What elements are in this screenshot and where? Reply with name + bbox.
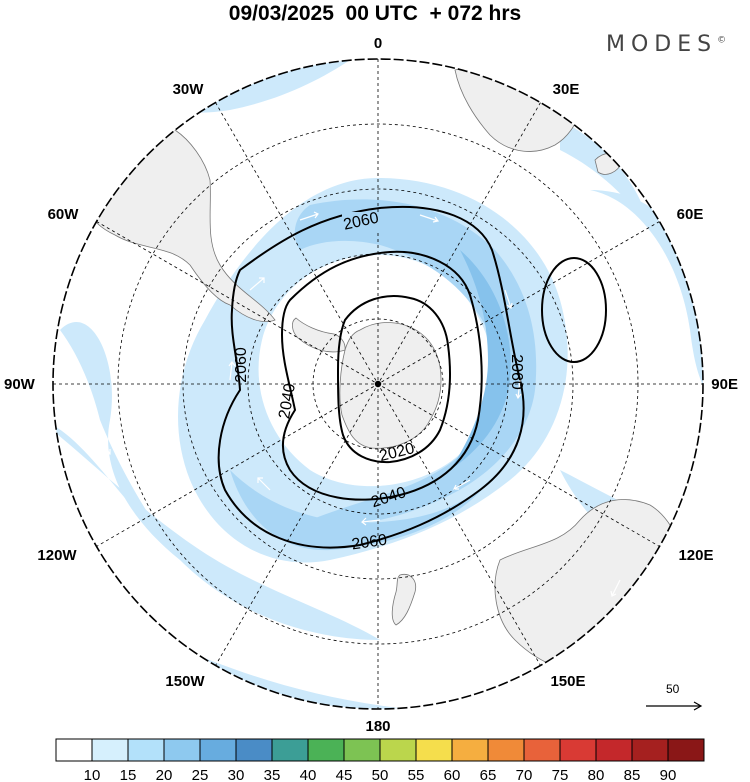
colorbar: 10 15 20 25 30 35 40 45 50 55 60 65 70 75 80 85 90 <box>55 738 705 782</box>
contour-2060 <box>217 205 525 549</box>
contour-closed-high <box>541 257 607 363</box>
colorbar-label: 10 <box>84 767 101 782</box>
lon-label-90w: 90W <box>4 376 36 393</box>
colorbar-labels: 10 15 20 25 30 35 40 45 50 55 60 65 70 75 80 85 90 <box>84 767 677 782</box>
colorbar-box <box>595 738 633 762</box>
colorbar-label: 30 <box>228 767 245 782</box>
colorbar-label: 65 <box>480 767 497 782</box>
logo-text: MODES <box>606 32 718 57</box>
colorbar-label: 20 <box>156 767 173 782</box>
copyright-mark: © <box>717 35 727 46</box>
new-zealand <box>391 573 417 626</box>
colorbar-label: 70 <box>516 767 533 782</box>
south-america <box>87 129 276 322</box>
colorbar-label: 40 <box>300 767 317 782</box>
colorbar-box <box>451 738 489 762</box>
map-title: 09/03/2025 00 UTC + 072 hrs <box>228 2 522 25</box>
wind-vectors <box>99 87 647 688</box>
colorbar-label: 55 <box>408 767 425 782</box>
colorbar-label: 15 <box>120 767 137 782</box>
lon-label-150w: 150W <box>165 673 205 690</box>
colorbar-box <box>307 738 345 762</box>
colorbar-label: 85 <box>624 767 641 782</box>
colorbar-boxes <box>55 738 705 762</box>
contour-label-2060-right: 2060 <box>508 354 525 390</box>
vector-scale-arrow <box>646 701 703 711</box>
map-boundary <box>52 58 704 710</box>
lon-label-120e: 120E <box>678 547 713 564</box>
colorbar-box <box>343 738 381 762</box>
contour-labels: 2060 2060 2060 2060 2040 2040 2020 <box>233 210 525 554</box>
colorbar-label: 25 <box>192 767 209 782</box>
colorbar-box <box>667 738 705 762</box>
contour-label-2060-left: 2060 <box>233 347 250 383</box>
colorbar-label: 35 <box>264 767 281 782</box>
colorbar-box <box>487 738 525 762</box>
lon-label-90e: 90E <box>711 376 738 393</box>
modes-logo: MODES© <box>606 32 726 57</box>
colorbar-box <box>91 738 129 762</box>
colorbar-label: 50 <box>372 767 389 782</box>
colorbar-box <box>415 738 453 762</box>
lon-label-180: 180 <box>365 718 390 735</box>
colorbar-label: 60 <box>444 767 461 782</box>
colorbar-label: 90 <box>660 767 677 782</box>
colorbar-box <box>523 738 561 762</box>
geopotential-contours <box>217 205 607 549</box>
lon-label-0: 0 <box>374 35 382 52</box>
lon-label-120w: 120W <box>37 547 77 564</box>
antarctic-peninsula <box>292 317 346 353</box>
vector-scale: 50 <box>644 680 704 720</box>
colorbar-box <box>271 738 309 762</box>
lon-label-150e: 150E <box>550 673 585 690</box>
antarctica <box>339 322 442 449</box>
south-pole-marker <box>374 380 382 388</box>
contour-label-2060-bottom: 2060 <box>351 532 389 554</box>
colorbar-box <box>55 738 93 762</box>
contour-label-2040-left: 2040 <box>276 382 299 420</box>
polar-stereographic-map: 0 30E 60E 90E 120E 150E 180 150W 120W 90… <box>4 35 738 735</box>
lon-label-60w: 60W <box>48 206 80 223</box>
lon-label-30e: 30E <box>553 81 580 98</box>
colorbar-box <box>559 738 597 762</box>
colorbar-box <box>199 738 237 762</box>
australia <box>494 499 691 673</box>
colorbar-box <box>127 738 165 762</box>
colorbar-box <box>235 738 273 762</box>
colorbar-label: 80 <box>588 767 605 782</box>
contour-2040 <box>280 250 483 501</box>
colorbar-box <box>631 738 669 762</box>
vector-scale-value: 50 <box>666 682 680 696</box>
colorbar-box <box>163 738 201 762</box>
colorbar-label: 75 <box>552 767 569 782</box>
contour-2020 <box>336 295 451 464</box>
lon-label-60e: 60E <box>677 206 704 223</box>
colorbar-label: 45 <box>336 767 353 782</box>
colorbar-box <box>379 738 417 762</box>
lon-label-30w: 30W <box>173 81 205 98</box>
africa <box>454 64 581 152</box>
